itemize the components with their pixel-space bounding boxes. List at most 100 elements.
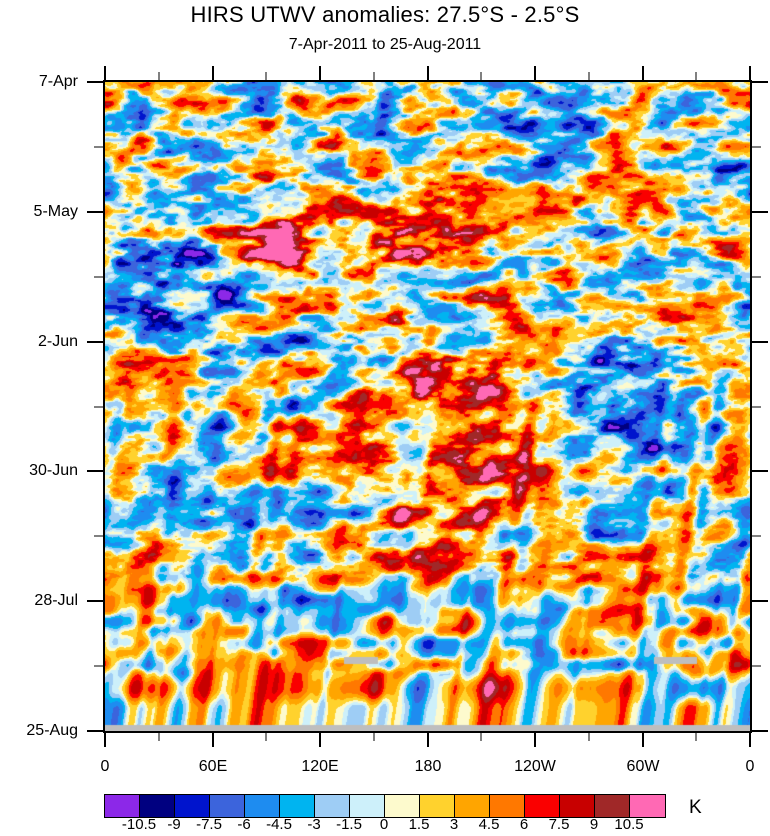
minor-tick bbox=[265, 733, 267, 741]
major-tick bbox=[87, 211, 103, 213]
chart-subtitle: 7-Apr-2011 to 25-Aug-2011 bbox=[288, 36, 482, 53]
colorbar-swatch bbox=[245, 795, 280, 817]
minor-tick bbox=[695, 72, 697, 80]
major-tick bbox=[212, 66, 214, 80]
minor-tick bbox=[94, 276, 103, 278]
colorbar-swatch bbox=[350, 795, 385, 817]
minor-tick bbox=[373, 72, 375, 80]
minor-tick bbox=[752, 146, 761, 148]
colorbar-tick-label: -1.5 bbox=[336, 816, 362, 833]
colorbar-tick-labels: -10.5 -9 -7.5 -6 -4.5 -3 -1.5 0 1.5 3 4.5 6 7.5 9 10.5 bbox=[0, 816, 770, 836]
major-tick bbox=[749, 733, 751, 747]
colorbar-swatch bbox=[175, 795, 210, 817]
colorbar-swatch bbox=[315, 795, 350, 817]
x-axis-tick-label: 0 bbox=[100, 758, 110, 775]
minor-tick bbox=[752, 406, 761, 408]
colorbar-swatch bbox=[210, 795, 245, 817]
minor-tick bbox=[752, 535, 761, 537]
colorbar-swatch bbox=[140, 795, 175, 817]
colorbar-swatch bbox=[105, 795, 140, 817]
major-tick bbox=[752, 81, 768, 83]
colorbar-swatch bbox=[560, 795, 595, 817]
colorbar-tick-label: 7.5 bbox=[548, 816, 570, 833]
colorbar-units-label: K bbox=[689, 797, 702, 818]
colorbar-swatch bbox=[280, 795, 315, 817]
colorbar-tick-label: -10.5 bbox=[121, 816, 157, 833]
major-tick bbox=[752, 211, 768, 213]
minor-tick bbox=[480, 733, 482, 741]
x-axis-labels: 0 60E 120E 180 120W 60W 0 bbox=[0, 758, 770, 782]
colorbar-tick-label: -3 bbox=[307, 816, 321, 833]
page-title: HIRS UTWV anomalies: 27.5°S - 2.5°S bbox=[190, 2, 580, 27]
x-axis-tick-label: 120E bbox=[301, 758, 339, 775]
major-tick bbox=[752, 600, 768, 602]
x-axis-tick-label: 120W bbox=[514, 758, 556, 775]
colorbar-swatch bbox=[420, 795, 455, 817]
minor-tick bbox=[94, 406, 103, 408]
major-tick bbox=[87, 81, 103, 83]
colorbar-tick-label: 3 bbox=[449, 816, 459, 833]
minor-tick bbox=[588, 72, 590, 80]
minor-tick bbox=[695, 733, 697, 741]
colorbar-tick-label: 9 bbox=[589, 816, 599, 833]
y-axis-tick-label: 5-May bbox=[33, 203, 78, 220]
minor-tick bbox=[752, 665, 761, 667]
major-tick bbox=[752, 730, 768, 732]
major-tick bbox=[87, 341, 103, 343]
y-axis-tick-label: 2-Jun bbox=[37, 333, 78, 350]
y-axis-tick-label: 7-Apr bbox=[38, 73, 78, 90]
major-tick bbox=[427, 733, 429, 747]
colorbar bbox=[104, 794, 666, 818]
major-tick bbox=[87, 600, 103, 602]
anomaly-field-canvas bbox=[105, 82, 750, 731]
colorbar-swatch bbox=[630, 795, 665, 817]
minor-tick bbox=[752, 276, 761, 278]
colorbar-tick-label: 4.5 bbox=[478, 816, 500, 833]
x-axis-tick-label: 60W bbox=[626, 758, 660, 775]
major-tick bbox=[87, 730, 103, 732]
hovmoller-plot-area bbox=[103, 80, 752, 733]
colorbar-tick-label: 1.5 bbox=[408, 816, 430, 833]
major-tick bbox=[534, 733, 536, 747]
y-axis-labels: 7-Apr 5-May 2-Jun 30-Jun 28-Jul 25-Aug bbox=[0, 0, 78, 834]
minor-tick bbox=[94, 146, 103, 148]
colorbar-tick-label: 6 bbox=[519, 816, 529, 833]
colorbar-swatch bbox=[385, 795, 420, 817]
colorbar-swatch bbox=[455, 795, 490, 817]
major-tick bbox=[534, 66, 536, 80]
major-tick bbox=[319, 66, 321, 80]
major-tick bbox=[752, 470, 768, 472]
major-tick bbox=[104, 733, 106, 747]
major-tick bbox=[104, 66, 106, 80]
major-tick bbox=[752, 341, 768, 343]
minor-tick bbox=[373, 733, 375, 741]
y-axis-tick-label: 30-Jun bbox=[29, 462, 78, 479]
colorbar-tick-label: -9 bbox=[167, 816, 181, 833]
y-axis-tick-label: 28-Jul bbox=[34, 592, 78, 609]
minor-tick bbox=[158, 72, 160, 80]
minor-tick bbox=[94, 665, 103, 667]
x-axis-tick-label: 0 bbox=[745, 758, 755, 775]
colorbar-tick-label: -6 bbox=[237, 816, 251, 833]
x-axis-tick-label: 180 bbox=[414, 758, 442, 775]
minor-tick bbox=[588, 733, 590, 741]
colorbar-tick-label: 10.5 bbox=[614, 816, 644, 833]
minor-tick bbox=[480, 72, 482, 80]
major-tick bbox=[212, 733, 214, 747]
major-tick bbox=[749, 66, 751, 80]
minor-tick bbox=[94, 535, 103, 537]
colorbar-swatch bbox=[595, 795, 630, 817]
y-axis-tick-label: 25-Aug bbox=[26, 722, 78, 739]
colorbar-tick-label: -4.5 bbox=[266, 816, 292, 833]
colorbar-tick-label: -7.5 bbox=[196, 816, 222, 833]
colorbar-swatch bbox=[525, 795, 560, 817]
colorbar-tick-label: 0 bbox=[379, 816, 389, 833]
minor-tick bbox=[265, 72, 267, 80]
x-axis-tick-label: 60E bbox=[198, 758, 228, 775]
minor-tick bbox=[158, 733, 160, 741]
major-tick bbox=[319, 733, 321, 747]
major-tick bbox=[427, 66, 429, 80]
major-tick bbox=[87, 470, 103, 472]
major-tick bbox=[642, 733, 644, 747]
colorbar-swatch bbox=[490, 795, 525, 817]
